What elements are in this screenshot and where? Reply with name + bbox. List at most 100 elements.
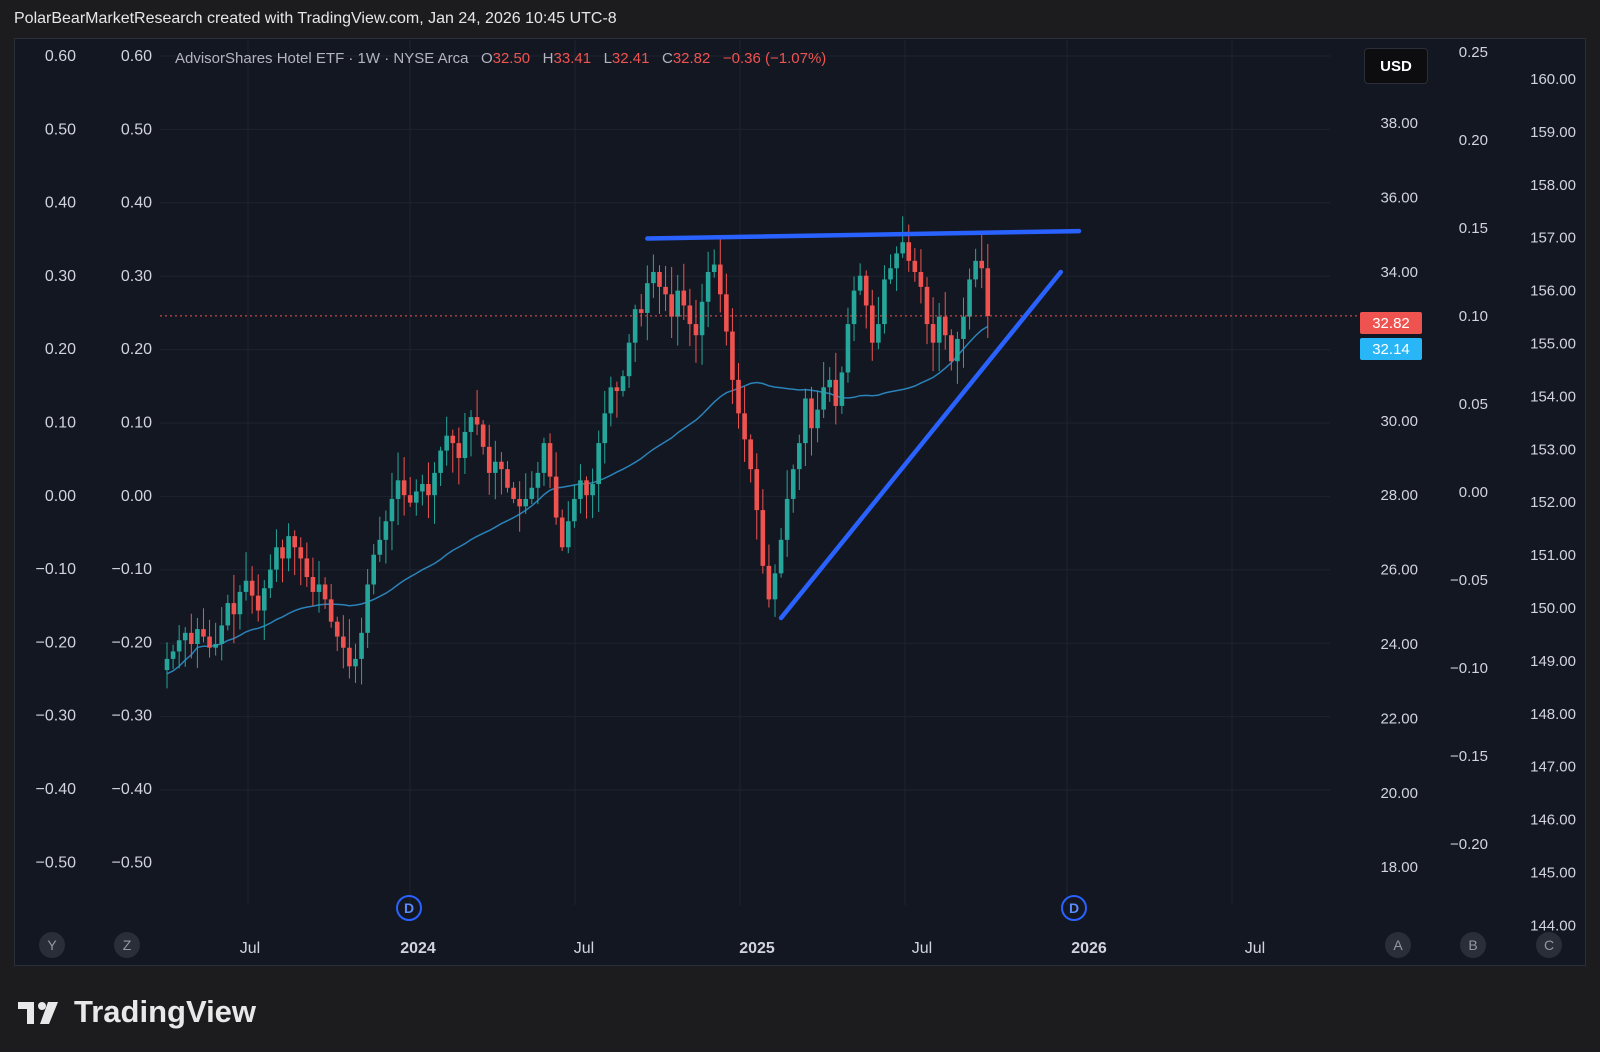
right-axis-3-tick: 152.00: [1530, 494, 1576, 511]
candle-body: [389, 498, 395, 522]
candle-body: [523, 498, 529, 507]
candle-body: [261, 588, 267, 611]
candlesticks: [164, 216, 991, 689]
candle-body: [985, 268, 991, 316]
left-axis-1-tick: 0.00: [45, 488, 76, 505]
candle-body: [778, 539, 784, 574]
left-axis-2-tick: 0.00: [121, 488, 152, 505]
candle-body: [304, 558, 310, 578]
high-label: H: [542, 50, 554, 67]
candle-body: [450, 435, 456, 444]
left-axis-2-tick: −0.50: [112, 854, 153, 871]
candle-body: [681, 290, 687, 306]
left-axis-1-tick: −0.20: [36, 634, 77, 651]
ma-line: [166, 325, 989, 675]
candle-body: [876, 324, 881, 343]
price-axis-tick: 26.00: [1380, 562, 1418, 579]
candle-body: [973, 260, 978, 280]
right-axis-3-tick: 147.00: [1530, 759, 1576, 776]
candle-body: [608, 387, 614, 414]
candle-body: [444, 435, 449, 451]
scale-toggle-y[interactable]: Y: [39, 932, 65, 958]
candle-body: [790, 469, 796, 499]
time-axis-tick: 2026: [1071, 940, 1107, 957]
scale-toggle-z[interactable]: Z: [114, 932, 140, 958]
scale-toggle-c[interactable]: C: [1536, 932, 1562, 958]
candle-body: [432, 472, 437, 496]
candle-body: [347, 647, 352, 667]
right-axis-3-tick: 144.00: [1530, 917, 1576, 934]
candle-body: [620, 376, 626, 392]
candle-body: [900, 242, 905, 254]
candle-body: [480, 424, 486, 447]
candle-body: [249, 580, 255, 596]
candle-body: [821, 387, 826, 410]
left-axis-2-tick: 0.60: [121, 48, 152, 65]
tradingview-logo[interactable]: TradingView: [18, 994, 256, 1030]
left-axis-1-tick: −0.30: [36, 708, 77, 725]
candle-body: [371, 554, 377, 585]
axis-labels: 0.60 0.50 0.40 0.30 0.20 0.10 0.00 −0.10 −0.20 −0…: [36, 44, 1576, 957]
candle-body: [918, 272, 924, 287]
scale-toggle-a[interactable]: A: [1385, 932, 1411, 958]
candle-body: [316, 584, 322, 592]
candle-body: [833, 379, 839, 406]
candle-body: [572, 498, 577, 522]
left-axis-2-tick: −0.40: [112, 781, 153, 798]
candle-body: [377, 539, 383, 555]
candle-body: [511, 487, 516, 499]
chart-panel[interactable]: [14, 38, 1586, 966]
candle-body: [602, 413, 608, 444]
candle-body: [164, 658, 170, 671]
scale-toggle-b[interactable]: B: [1460, 932, 1486, 958]
candle-body: [468, 417, 474, 432]
candle-body: [857, 275, 863, 291]
close-value: 32.82: [672, 50, 711, 67]
left-axis-1-tick: 0.50: [45, 121, 76, 138]
right-axis-3-tick: 153.00: [1530, 441, 1576, 458]
price-axis-tick: 30.00: [1380, 413, 1418, 430]
candle-body: [730, 331, 735, 380]
candle-body: [961, 316, 966, 339]
price-axis-tick: 36.00: [1380, 190, 1418, 207]
candle-body: [553, 476, 559, 518]
candle-body: [711, 264, 717, 272]
candle-body: [772, 573, 778, 600]
candle-body: [499, 461, 504, 470]
candle-body: [353, 658, 358, 667]
candle-body: [310, 577, 316, 592]
trendline-1: [645, 228, 1082, 241]
right-axis-2-tick: −0.20: [1450, 836, 1488, 853]
candle-body: [426, 484, 431, 496]
time-axis-tick: 2024: [400, 940, 436, 957]
candle-body: [395, 480, 401, 499]
left-axis-1-tick: 0.30: [45, 268, 76, 285]
candle-body: [979, 260, 985, 269]
right-axis-3-tick: 148.00: [1530, 706, 1576, 723]
candle-body: [657, 272, 662, 287]
candle-body: [827, 379, 833, 388]
candle-body: [863, 275, 869, 306]
symbol-name: AdvisorShares Hotel ETF · 1W · NYSE Arca: [175, 50, 469, 67]
price-axis-tick: 38.00: [1380, 115, 1418, 132]
candle-body: [693, 324, 699, 336]
candle-body: [213, 644, 218, 648]
candle-body: [486, 446, 492, 473]
candle-body: [699, 301, 705, 336]
dividend-marker-2[interactable]: D: [1061, 895, 1087, 921]
dividend-marker-1[interactable]: D: [396, 895, 422, 921]
left-axis-1-tick: 0.40: [45, 195, 76, 212]
candle-body: [413, 491, 419, 503]
candle-body: [645, 283, 650, 313]
currency-button[interactable]: USD: [1364, 48, 1428, 84]
candle-body: [687, 305, 693, 325]
right-axis-3-tick: 159.00: [1530, 124, 1576, 141]
open-value: 32.50: [492, 50, 531, 67]
left-axis-1-tick: −0.10: [36, 561, 77, 578]
candle-body: [225, 603, 231, 626]
candle-body: [815, 409, 820, 429]
candle-body: [590, 484, 595, 496]
candle-body: [705, 272, 711, 302]
candle-body: [231, 603, 237, 615]
